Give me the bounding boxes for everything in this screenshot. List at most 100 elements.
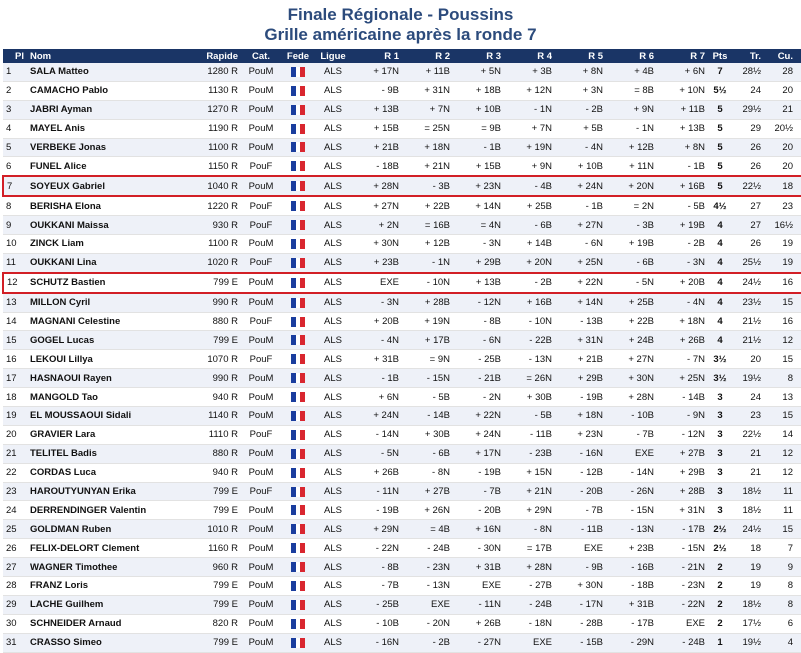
cell-round-3: + 23N <box>453 175 504 198</box>
cell-category: PouF <box>241 196 281 217</box>
cell-round-5: + 8N <box>555 63 606 82</box>
cell-tiebreak-cu: 23 <box>764 196 796 217</box>
cell-round-6: - 16B <box>606 557 657 578</box>
cell-round-1: + 23B <box>351 253 402 274</box>
cell-round-3: - 12N <box>453 292 504 313</box>
cell-category: PouM <box>241 500 281 521</box>
cell-fede <box>281 444 315 464</box>
cell-ligue: ALS <box>315 538 351 559</box>
cell-rating: 820 R <box>185 614 241 634</box>
cell-name: CRASSO Simeo <box>27 633 185 653</box>
cell-round-2: + 7N <box>402 100 453 120</box>
cell-fede <box>281 312 315 332</box>
cell-round-5: - 11B <box>555 519 606 540</box>
cell-round-3: - 7B <box>453 482 504 502</box>
cell-performance: 1062 <box>796 271 801 294</box>
cell-round-6: EXE <box>606 444 657 464</box>
cell-rank: 19 <box>3 406 27 426</box>
cell-tiebreak-cu: 8 <box>764 368 796 389</box>
cell-tiebreak-tr: 24½ <box>732 519 764 540</box>
cell-rating: 799 E <box>185 482 241 502</box>
cell-fede <box>281 576 315 596</box>
cell-fede <box>281 63 315 82</box>
cell-points: 5 <box>708 100 732 120</box>
cell-rating: 1190 R <box>185 119 241 139</box>
table-row: 11 OUKKANI Lina 1020 R PouF ALS + 23B - 1N + 29… <box>3 253 801 274</box>
cell-round-5: - 12B <box>555 463 606 483</box>
cell-round-3: + 13B <box>453 271 504 294</box>
cell-tiebreak-cu: 28 <box>764 63 796 82</box>
cell-round-4: + 3B <box>504 63 555 82</box>
cell-points: 2 <box>708 576 732 596</box>
cell-name: WAGNER Timothee <box>27 557 185 578</box>
cell-category: PouM <box>241 330 281 351</box>
col-header-r7: R 7 <box>657 49 708 63</box>
cell-name: SCHUTZ Bastien <box>27 271 185 294</box>
cell-performance: 918 <box>796 406 801 426</box>
cell-ligue: ALS <box>315 425 351 445</box>
cell-fede <box>281 463 315 483</box>
france-flag-icon <box>291 373 305 384</box>
cell-performance: 1043 <box>796 330 801 351</box>
cell-performance: 753 <box>796 538 801 559</box>
cell-tiebreak-tr: 27 <box>732 215 764 236</box>
cell-name: GRAVIER Lara <box>27 425 185 445</box>
cell-ligue: ALS <box>315 576 351 596</box>
cell-round-1: - 10B <box>351 614 402 634</box>
cell-round-6: + 31B <box>606 595 657 615</box>
cell-name: GOLDMAN Ruben <box>27 519 185 540</box>
cell-fede <box>281 614 315 634</box>
cell-fede <box>281 138 315 158</box>
cell-rank: 1 <box>3 63 27 82</box>
cell-performance: 1147 <box>796 196 801 217</box>
cell-round-1: - 9B <box>351 81 402 101</box>
cell-round-2: + 11B <box>402 63 453 82</box>
cell-points: 4 <box>708 312 732 332</box>
cell-points: 1 <box>708 633 732 653</box>
cell-points: 4½ <box>708 196 732 217</box>
cell-ligue: ALS <box>315 138 351 158</box>
col-header-pl: Pl <box>3 49 27 63</box>
france-flag-icon <box>291 201 305 212</box>
cell-points: 5 <box>708 119 732 139</box>
table-row: 15 GOGEL Lucas 799 E PouM ALS - 4N + 17B - 6N - … <box>3 330 801 351</box>
cell-performance: 1231 <box>796 100 801 120</box>
cell-round-6: - 15N <box>606 500 657 521</box>
cell-performance: 943 <box>796 482 801 502</box>
cell-tiebreak-cu: 16 <box>764 312 796 332</box>
cell-fede <box>281 500 315 521</box>
cell-round-3: - 20B <box>453 500 504 521</box>
cell-ligue: ALS <box>315 368 351 389</box>
cell-round-5: - 17N <box>555 595 606 615</box>
cell-category: PouM <box>241 387 281 408</box>
cell-rating: 940 R <box>185 463 241 483</box>
cell-round-7: + 27B <box>657 444 708 464</box>
cell-rank: 21 <box>3 444 27 464</box>
cell-round-7: - 4N <box>657 292 708 313</box>
cell-round-3: - 30N <box>453 538 504 559</box>
cell-round-6: - 7B <box>606 425 657 445</box>
cell-round-1: - 7B <box>351 576 402 596</box>
cell-rank: 17 <box>3 368 27 389</box>
cell-round-2: EXE <box>402 595 453 615</box>
cell-round-2: - 2B <box>402 633 453 653</box>
cell-round-7: + 8N <box>657 138 708 158</box>
table-row: 18 MANGOLD Tao 940 R PouM ALS + 6N - 5B - 2N + 3… <box>3 387 801 408</box>
cell-rating: 799 E <box>185 576 241 596</box>
col-header-tr: Tr. <box>732 49 764 63</box>
table-row: 4 MAYEL Anis 1190 R PouM ALS + 15B = 25N = 9B + … <box>3 119 801 139</box>
table-row: 7 SOYEUX Gabriel 1040 R PouM ALS + 28N - 3B + 2… <box>2 175 801 198</box>
cell-round-2: + 26N <box>402 500 453 521</box>
cell-performance: 1256 <box>796 138 801 158</box>
cell-round-1: + 31B <box>351 349 402 370</box>
cell-round-6: + 4B <box>606 63 657 82</box>
table-row: 28 FRANZ Loris 799 E PouM ALS - 7B - 13N EXE - 2… <box>3 576 801 596</box>
cell-tiebreak-cu: 12 <box>764 330 796 351</box>
cell-performance: 935 <box>796 519 801 540</box>
cell-round-5: - 7B <box>555 500 606 521</box>
cell-points: 3½ <box>708 349 732 370</box>
cell-round-6: + 27N <box>606 349 657 370</box>
cell-performance: 608 <box>796 595 801 615</box>
cell-round-4: EXE <box>504 633 555 653</box>
cell-round-2: - 3B <box>402 175 453 198</box>
